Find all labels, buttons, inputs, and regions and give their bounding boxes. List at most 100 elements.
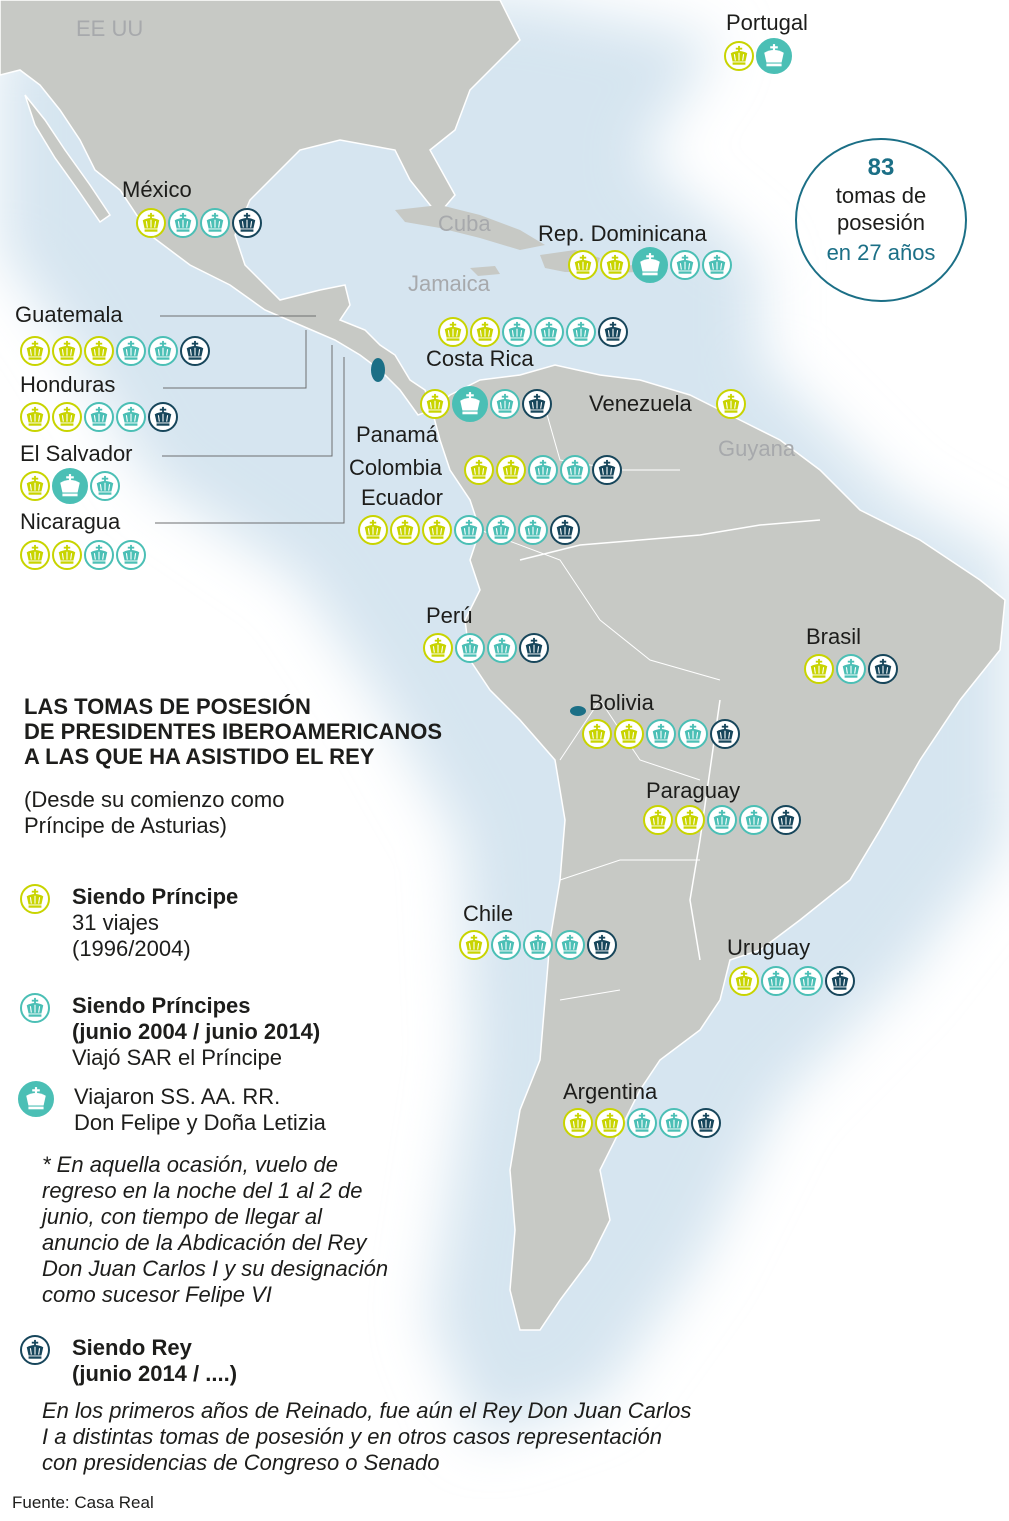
crown-principes-icon [793,966,823,996]
crown-rey-icon [148,402,178,432]
crown-rey-icon [598,317,628,347]
sea-glow [0,0,1009,1440]
crown-principes-icon [555,930,585,960]
trips-portugal [724,38,792,74]
label-brasil: Brasil [806,624,862,649]
label-el-salvador: El Salvador [20,441,133,466]
label-bolivia: Bolivia [589,690,654,715]
crown-rey-icon [710,719,740,749]
crown-principes-icon [455,633,485,663]
crown-principe-icon [614,719,644,749]
legend-principes-line2: Viajó SAR el Príncipe [72,1045,282,1070]
trips-honduras [20,402,178,432]
trips-paraguay [643,805,801,835]
label-argentina: Argentina [563,1079,658,1104]
legend-couple: Viajaron SS. AA. RR. Don Felipe y Doña L… [18,1081,326,1136]
crown-principe-icon [136,208,166,238]
label-rep-dominicana: Rep. Dominicana [538,221,707,246]
crown-principe-icon [675,805,705,835]
crown-rey-icon [592,455,622,485]
crown-principe-icon [84,336,114,366]
crown-principe-icon [643,805,673,835]
baja-california [24,94,112,224]
rey-note-line1: En los primeros años de Reinado, fue aún… [42,1398,692,1423]
crown-principes-icon [168,208,198,238]
crown-principes-icon [707,805,737,835]
trips-el-salvador [20,468,120,504]
label-venezuela: Venezuela [589,391,692,416]
label-jamaica: Jamaica [408,271,490,296]
crown-principes-icon [90,471,120,501]
legend-rey-line1: (junio 2014 / ....) [72,1361,238,1386]
legend-couple-icon [18,1081,54,1136]
crown-principes-icon [528,455,558,485]
crown-principe-icon [422,515,452,545]
crown-principes-icon [659,1108,689,1138]
crown-principes-icon [486,515,516,545]
label-mexico: México [122,177,192,202]
legend-principes-icon [20,993,50,1071]
crown-principe-icon [459,930,489,960]
crown-principe-icon [804,654,834,684]
crown-principes-icon [566,317,596,347]
label-eeuu: EE UU [76,16,144,41]
crown-principe-icon [52,336,82,366]
crown-principes-icon [200,208,230,238]
crown-principes-icon [702,250,732,280]
cuba-land [395,205,545,250]
label-honduras: Honduras [20,372,116,397]
legend-principes-title: Siendo Príncipes [72,993,251,1018]
note-line3: junio, con tiempo de llegar al [42,1204,323,1229]
crown-principes-icon [84,540,114,570]
crown-principes-couple-icon [52,468,88,504]
crown-principe-icon [52,540,82,570]
legend-note: * En aquella ocasión, vuelo de regreso e… [42,1152,388,1308]
lake-titicaca [570,706,586,716]
crown-principe-icon [423,633,453,663]
crown-principes-icon [836,654,866,684]
label-ecuador: Ecuador [361,485,443,510]
label-chile: Chile [463,901,514,926]
crown-principe-icon [464,455,494,485]
crown-rey-icon [868,654,898,684]
legend-principe-line2: (1996/2004) [72,936,191,961]
total-period: en 27 años [826,240,936,265]
crown-principes-couple-icon [452,386,488,422]
trips-cuba-row [438,317,628,347]
label-portugal: Portugal [726,10,808,35]
crown-principes-couple-icon [756,38,792,74]
note-line5: Don Juan Carlos I y su designación [42,1256,389,1281]
map-title: LAS TOMAS DE POSESIÓN DE PRESIDENTES IBE… [24,694,442,769]
crown-principe-icon [20,471,50,501]
note-line4: anuncio de la Abdicación del Rey [42,1230,367,1255]
crown-principe-icon [470,317,500,347]
crown-principes-icon [116,540,146,570]
label-paraguay: Paraguay [646,778,741,803]
label-costa-rica: Costa Rica [426,346,534,371]
title-line2: DE PRESIDENTES IBEROAMERICANOS [24,719,443,744]
rey-note-line3: con presidencias de Congreso o Senado [42,1450,440,1475]
crown-principe-icon [595,1108,625,1138]
crown-principes-icon [678,719,708,749]
rey-note-line2: I a distintas tomas de posesión y en otr… [42,1424,663,1449]
trips-peru [423,633,549,663]
label-colombia: Colombia [349,455,442,480]
legend-rey-icon [20,1335,50,1387]
trips-bolivia [582,719,740,749]
total-label-line1: tomas de [835,183,927,208]
crown-principes-icon [627,1108,657,1138]
crown-principe-icon [438,317,468,347]
country-borders [479,389,721,1001]
subtitle-line1: (Desde su comienzo como [24,787,285,812]
crown-principes-icon [20,993,50,1023]
title-line3: A LAS QUE HA ASISTIDO EL REY [24,744,375,769]
crown-principes-icon [116,336,146,366]
title-line1: LAS TOMAS DE POSESIÓN [24,694,311,719]
label-uruguay: Uruguay [727,935,811,960]
lake-nicaragua [371,358,385,382]
trips-chile [459,930,617,960]
label-peru: Perú [426,603,473,628]
crown-principe-icon [358,515,388,545]
